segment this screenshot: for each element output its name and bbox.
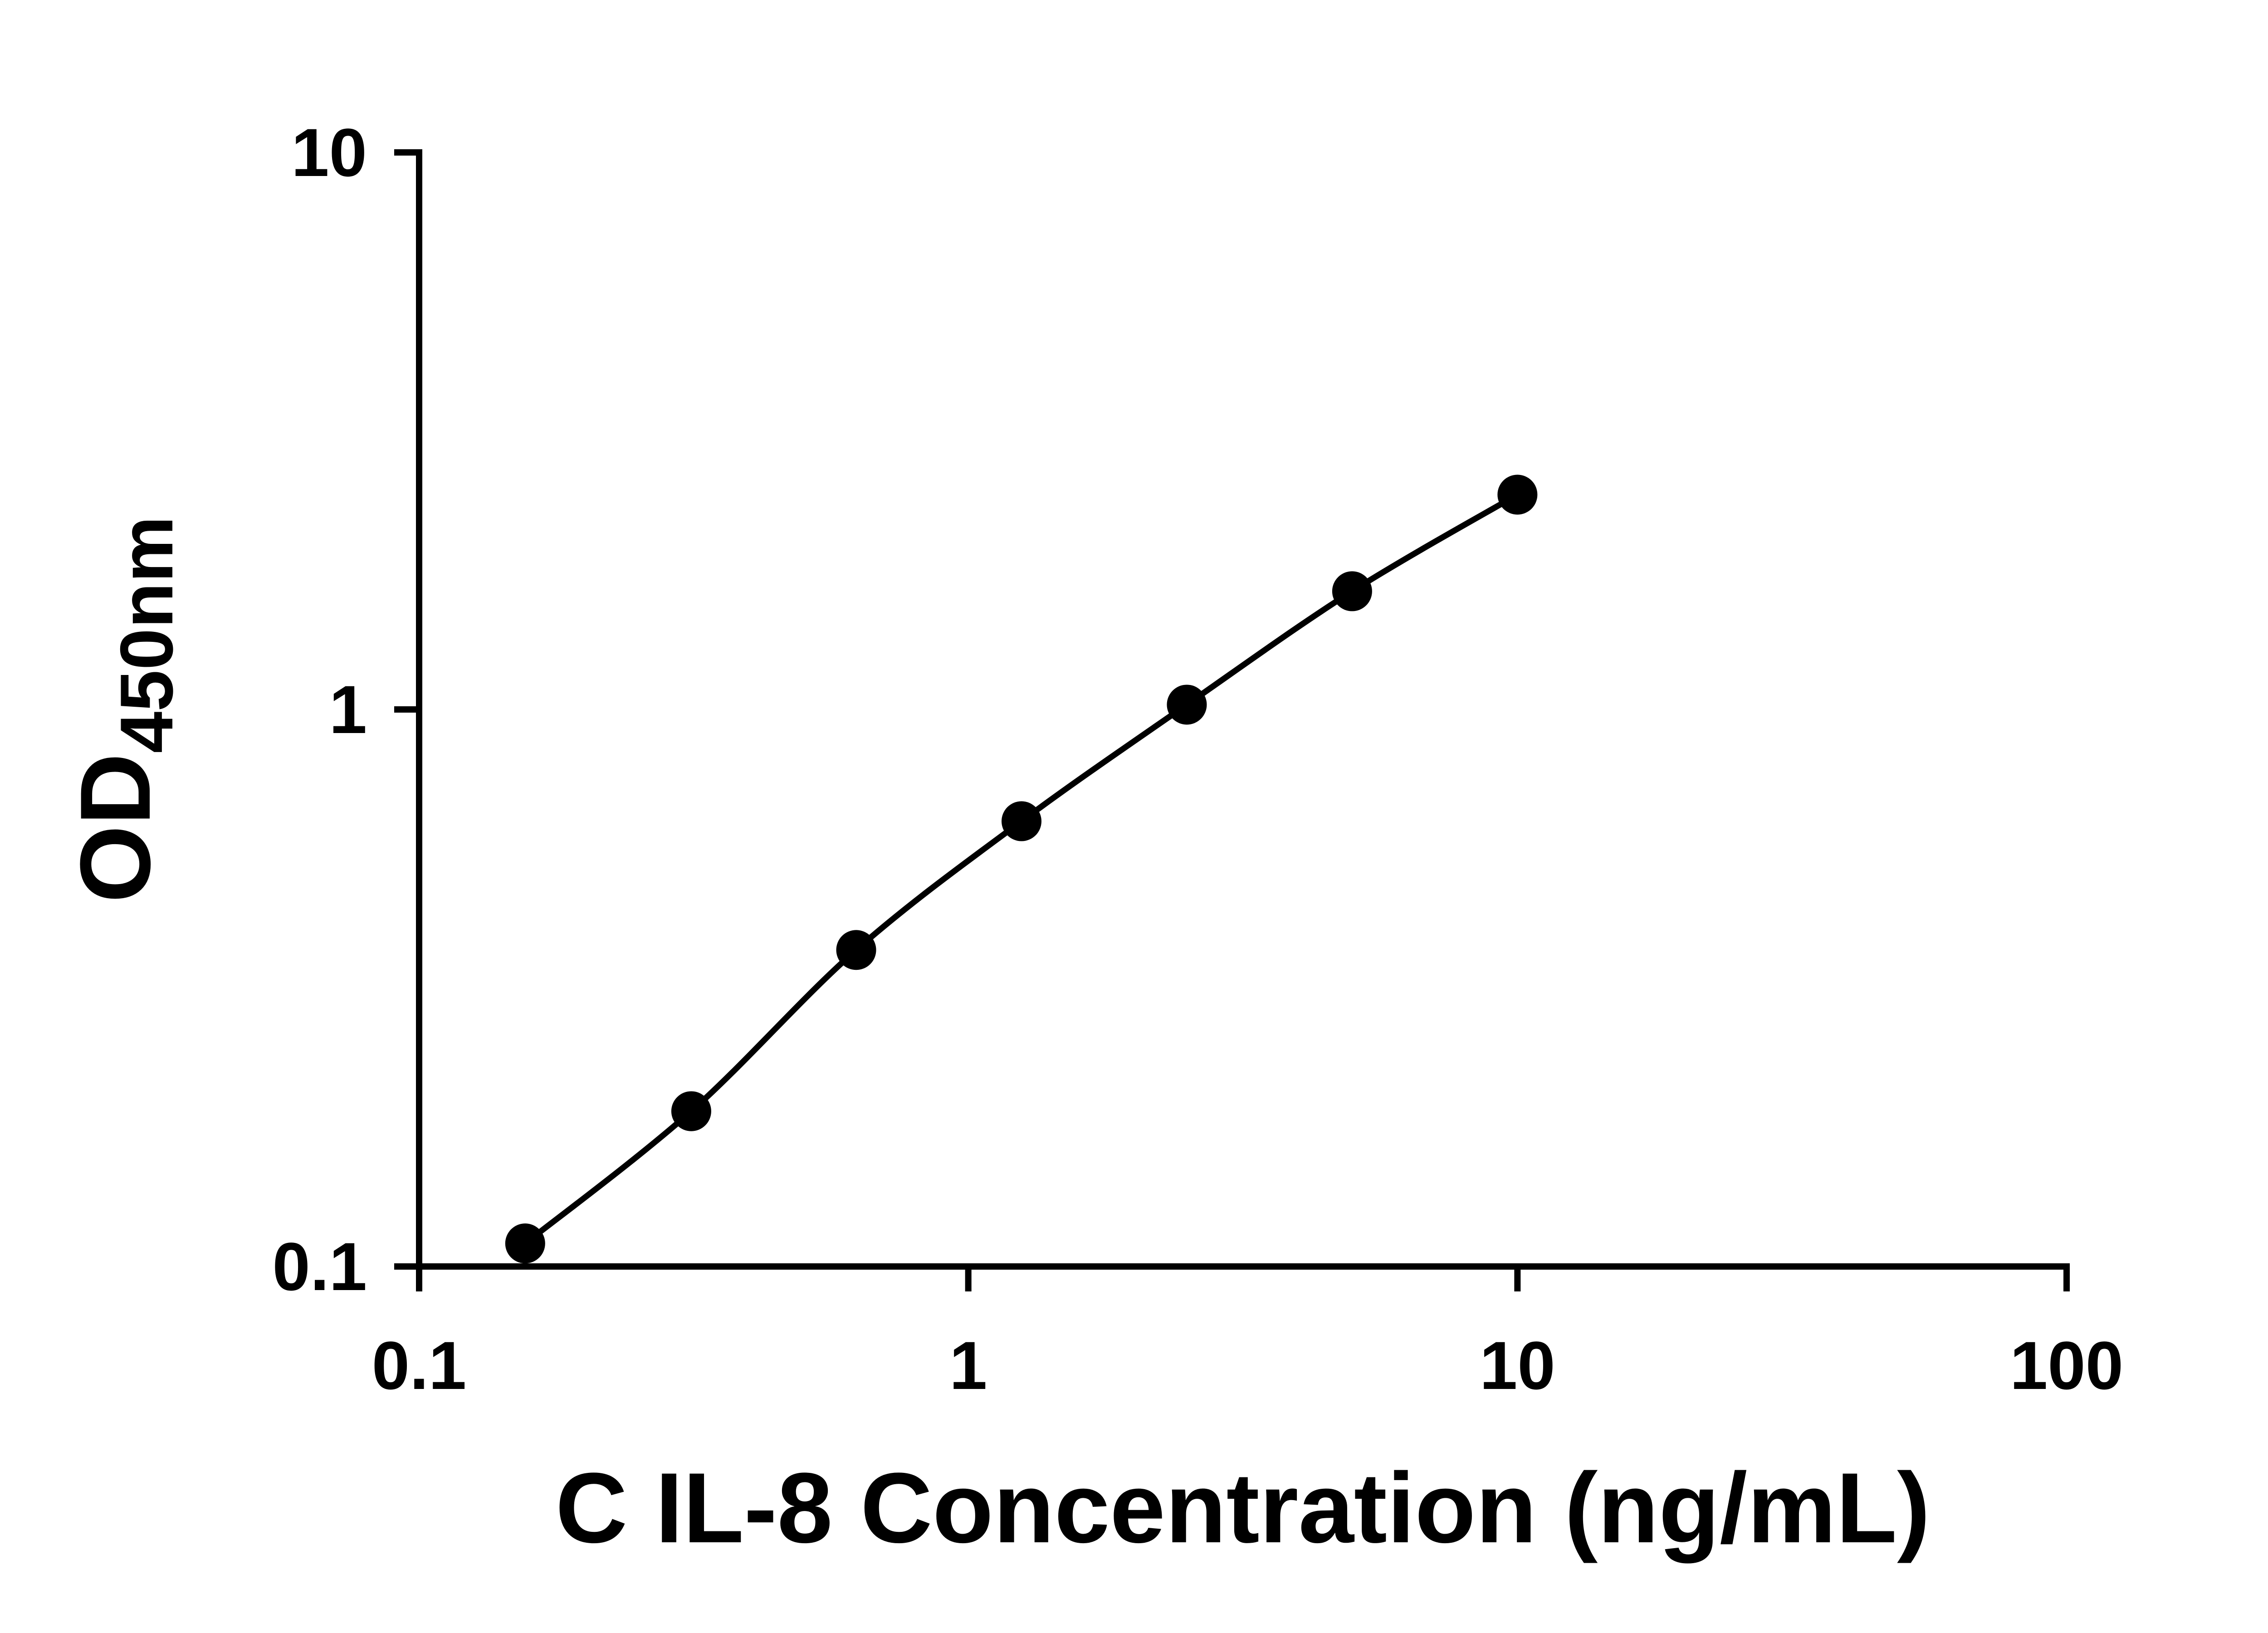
y-axis-label-main: OD (59, 753, 171, 903)
data-point (671, 1091, 711, 1131)
x-tick-label: 100 (2010, 1327, 2123, 1403)
axes-layer (416, 149, 2070, 1270)
x-tick-label: 1 (949, 1327, 987, 1403)
data-point (836, 930, 876, 970)
y-tick-label: 1 (329, 671, 367, 748)
data-point (505, 1223, 545, 1264)
tick-labels-layer: 0.1 1 10 100 10 1 0.1 (272, 114, 2123, 1403)
data-point (1332, 571, 1372, 611)
y-tick-label: 0.1 (272, 1228, 367, 1305)
y-tick-label: 10 (291, 114, 367, 191)
x-tick-label: 0.1 (372, 1327, 467, 1403)
y-axis-label-subscript: 450nm (105, 516, 188, 753)
series-layer (505, 474, 1538, 1264)
data-point (1001, 801, 1041, 841)
standard-curve-line (522, 491, 1520, 1247)
ticks-layer (394, 149, 2070, 1291)
x-axis-label: C IL-8 Concentration (ng/mL) (556, 1452, 1931, 1564)
y-axis-label: OD450nm (59, 516, 188, 903)
data-point (1167, 684, 1207, 725)
data-point (1497, 474, 1538, 515)
x-tick-label: 10 (1480, 1327, 1555, 1403)
